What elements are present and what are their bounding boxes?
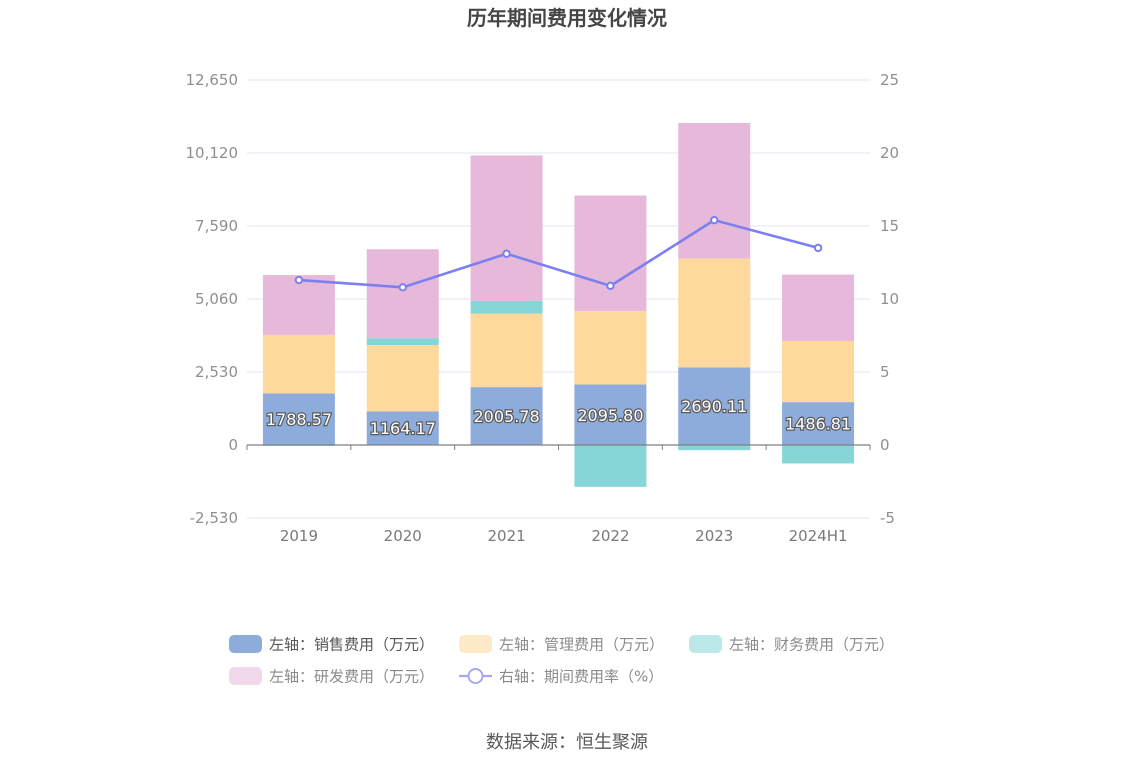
bar-segment-s1-2024H1[interactable] xyxy=(782,340,855,403)
rate-line[interactable] xyxy=(298,218,819,289)
left-tick-label: 7,590 xyxy=(195,217,238,235)
bar-segment-s0-2023[interactable] xyxy=(678,367,751,445)
x-axis-line xyxy=(246,444,871,450)
bar-segment-s0-2019[interactable] xyxy=(262,393,335,445)
left-tick-label: 10,120 xyxy=(186,144,239,162)
bar-segment-s0-2022[interactable] xyxy=(574,384,647,445)
data-label: 1486.81 xyxy=(785,415,851,434)
line-series xyxy=(294,215,823,292)
bar-segment-s1-2020[interactable] xyxy=(366,345,439,412)
bar-segment-s3-2022[interactable] xyxy=(574,195,647,311)
legend-label: 左轴：财务费用（万元） xyxy=(729,636,894,654)
right-tick-label: 15 xyxy=(880,217,899,235)
right-axis-ticks: 25 20 15 10 5 0 -5 xyxy=(880,71,899,527)
bar-segment-s2-2024H1[interactable] xyxy=(782,445,855,464)
bar-segment-s0-2020[interactable] xyxy=(366,411,439,445)
x-tick-label: 2020 xyxy=(384,527,422,545)
right-tick-label: 20 xyxy=(880,144,899,162)
x-axis-ticks: 2019 2020 2021 2022 2023 2024H1 xyxy=(280,527,848,545)
chart-title: 历年期间费用变化情况 xyxy=(467,6,667,30)
bar-segment-s2-2022[interactable] xyxy=(574,445,647,487)
bar-segment-s1-2021[interactable] xyxy=(470,313,543,388)
right-tick-label: -5 xyxy=(880,509,895,527)
left-tick-label: 5,060 xyxy=(195,290,238,308)
bar-series xyxy=(262,122,855,487)
legend-swatch xyxy=(459,635,492,653)
legend[interactable]: 左轴：销售费用（万元） 左轴：管理费用（万元） 左轴：财务费用（万元） 左轴：研发费用… xyxy=(229,635,894,686)
legend-swatch xyxy=(229,667,262,685)
data-labels: 1788.57 1164.17 2005.78 2095.80 2690.11 1486.… xyxy=(265,396,853,439)
bar-segment-s3-2019[interactable] xyxy=(262,275,335,335)
x-tick-label: 2022 xyxy=(591,527,629,545)
data-label: 2690.11 xyxy=(681,397,747,416)
rate-point-2022[interactable] xyxy=(606,281,615,291)
bar-segment-s1-2023[interactable] xyxy=(678,258,751,368)
legend-swatch xyxy=(689,635,722,653)
rate-point-2019[interactable] xyxy=(294,275,304,285)
right-tick-label: 5 xyxy=(880,363,890,381)
data-label: 2005.78 xyxy=(473,407,539,426)
rate-point-2020[interactable] xyxy=(398,283,407,292)
legend-item[interactable]: 左轴：财务费用（万元） xyxy=(689,635,894,654)
legend-label: 左轴：研发费用（万元） xyxy=(269,668,434,686)
data-label: 2095.80 xyxy=(577,406,643,425)
bar-segment-s2-2021[interactable] xyxy=(470,300,543,314)
bar-segment-s2-2023[interactable] xyxy=(678,445,751,451)
bar-segment-s2-2020[interactable] xyxy=(366,338,439,346)
bar-segment-s1-2022[interactable] xyxy=(574,310,647,385)
bar-segment-s0-2024H1[interactable] xyxy=(782,402,855,445)
x-tick-label: 2023 xyxy=(695,527,733,545)
left-tick-label: 2,530 xyxy=(195,363,238,381)
bar-segment-s3-2023[interactable] xyxy=(678,122,751,259)
bar-segment-s1-2019[interactable] xyxy=(262,334,335,394)
legend-swatch xyxy=(229,635,262,653)
rate-point-2024H1[interactable] xyxy=(813,243,823,253)
legend-item[interactable]: 左轴：研发费用（万元） xyxy=(229,667,434,686)
left-tick-label: 12,650 xyxy=(186,71,239,89)
bar-segment-s3-2021[interactable] xyxy=(470,155,543,301)
x-tick-label: 2024H1 xyxy=(789,527,848,545)
rate-point-2023[interactable] xyxy=(710,215,719,225)
left-tick-label: -2,530 xyxy=(190,509,238,527)
left-tick-label: 0 xyxy=(228,436,238,454)
bar-segment-s3-2024H1[interactable] xyxy=(782,274,855,341)
data-label: 1164.17 xyxy=(370,419,436,438)
legend-item[interactable]: 左轴：管理费用（万元） xyxy=(459,635,664,654)
bar-segment-s3-2020[interactable] xyxy=(366,249,439,339)
right-tick-label: 10 xyxy=(880,290,899,308)
right-tick-label: 0 xyxy=(880,436,890,454)
legend-marker-swatch xyxy=(467,668,484,684)
legend-label: 左轴：销售费用（万元） xyxy=(269,636,434,654)
legend-label: 左轴：管理费用（万元） xyxy=(499,636,664,654)
rate-point-2021[interactable] xyxy=(502,249,511,258)
x-tick-label: 2019 xyxy=(280,527,318,545)
left-axis-ticks: 12,650 10,120 7,590 5,060 2,530 0 -2,530 xyxy=(186,71,239,527)
right-tick-label: 25 xyxy=(880,71,899,89)
grid-lines xyxy=(247,79,870,519)
legend-item[interactable]: 左轴：销售费用（万元） xyxy=(229,635,434,654)
x-tick-label: 2021 xyxy=(487,527,525,545)
source-note: 数据来源：恒生聚源 xyxy=(486,732,648,753)
legend-item[interactable]: 右轴：期间费用率（%） xyxy=(459,668,663,686)
legend-label: 右轴：期间费用率（%） xyxy=(499,668,663,686)
bar-segment-s0-2021[interactable] xyxy=(470,387,543,445)
data-label: 1788.57 xyxy=(266,410,332,429)
